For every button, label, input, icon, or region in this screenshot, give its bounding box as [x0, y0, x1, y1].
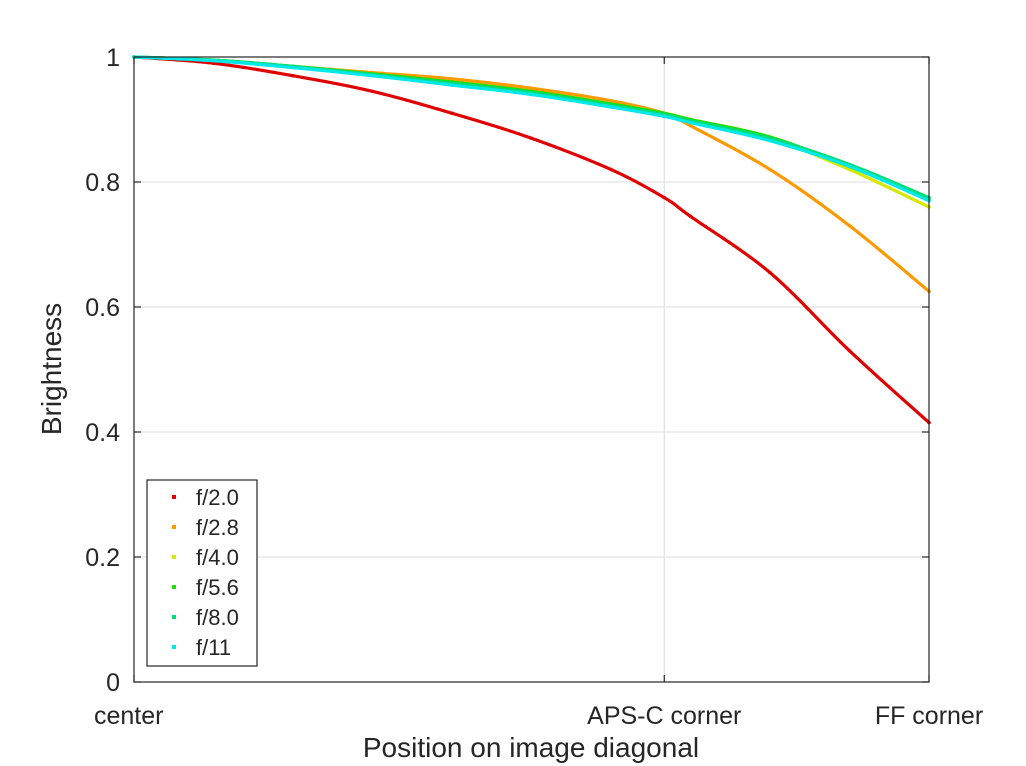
data-point [847, 223, 852, 228]
series-line [132, 55, 931, 203]
legend-marker [172, 645, 176, 649]
series-f-8-0 [132, 55, 931, 200]
data-point [847, 164, 852, 169]
data-point [529, 136, 534, 141]
data-point [450, 111, 454, 116]
legend-item: f/2.0 [172, 485, 239, 510]
data-point [291, 73, 295, 78]
legend-item: f/8.0 [172, 605, 239, 630]
data-point [768, 138, 772, 143]
data-point [662, 195, 667, 200]
y-tick-label: 0 [106, 669, 120, 697]
y-tick-label: 1 [106, 44, 120, 72]
legend-label: f/2.8 [196, 515, 239, 540]
legend-label: f/8.0 [196, 605, 239, 630]
data-point [609, 105, 613, 109]
x-tick-label: APS-C corner [587, 702, 741, 730]
legend: f/2.0 f/2.8 f/4.0 f/5.6 f/8.0 f/11 [146, 479, 258, 667]
data-point [688, 120, 693, 125]
data-point [211, 58, 216, 63]
data-point [662, 114, 667, 119]
legend-item: f/4.0 [172, 545, 239, 570]
data-point [529, 86, 534, 91]
y-axis-label: Brightness [36, 303, 67, 435]
data-point [847, 167, 852, 172]
data-point [609, 167, 613, 172]
series-f-5-6 [132, 55, 931, 202]
data-point [450, 83, 454, 87]
data-point [450, 77, 454, 81]
data-point [291, 65, 295, 70]
data-point [688, 214, 693, 219]
data-point [847, 348, 852, 353]
y-tick-label: 0.6 [85, 294, 120, 322]
data-point [768, 167, 772, 172]
data-point [768, 270, 772, 275]
legend-label: f/2.0 [196, 485, 239, 510]
legend-label: f/5.6 [196, 575, 239, 600]
legend-item: f/2.8 [172, 515, 239, 540]
legend-marker [172, 525, 176, 529]
axis-ticks: 0 0.2 0.4 0.6 0.8 1 center APS-C corner FF corne… [85, 44, 983, 730]
series-f-4-0 [132, 55, 931, 209]
y-tick-label: 0.4 [85, 419, 120, 447]
data-point [529, 92, 534, 97]
data-point [609, 98, 613, 103]
legend-marker [172, 615, 176, 619]
legend-marker [172, 495, 176, 499]
y-tick-label: 0.8 [85, 169, 120, 197]
legend-marker [172, 555, 176, 559]
x-tick-label: center [94, 702, 163, 730]
grid-lines [134, 57, 929, 682]
x-tick-label: FF corner [875, 702, 983, 730]
series-line [132, 55, 931, 209]
series-f-2-0 [132, 55, 931, 425]
series-line [132, 55, 931, 200]
data-series [132, 55, 931, 425]
x-axis-label: Position on image diagonal [363, 732, 699, 763]
y-tick-label: 0.2 [85, 544, 120, 572]
legend-box [146, 479, 258, 667]
data-point [688, 123, 693, 128]
data-point [370, 73, 375, 78]
legend-item: f/11 [172, 635, 231, 660]
plot-frame [133, 56, 930, 683]
series-line [132, 55, 931, 202]
legend-label: f/4.0 [196, 545, 239, 570]
legend-marker [172, 585, 176, 589]
legend-label: f/11 [196, 635, 231, 660]
legend-item: f/5.6 [172, 575, 239, 600]
series-line [132, 55, 931, 425]
data-point [370, 89, 375, 94]
series-f-11 [132, 55, 931, 203]
